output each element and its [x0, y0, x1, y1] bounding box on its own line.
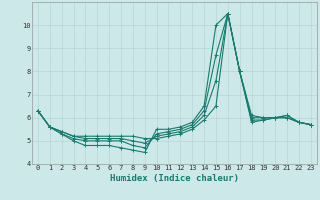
X-axis label: Humidex (Indice chaleur): Humidex (Indice chaleur) — [110, 174, 239, 183]
